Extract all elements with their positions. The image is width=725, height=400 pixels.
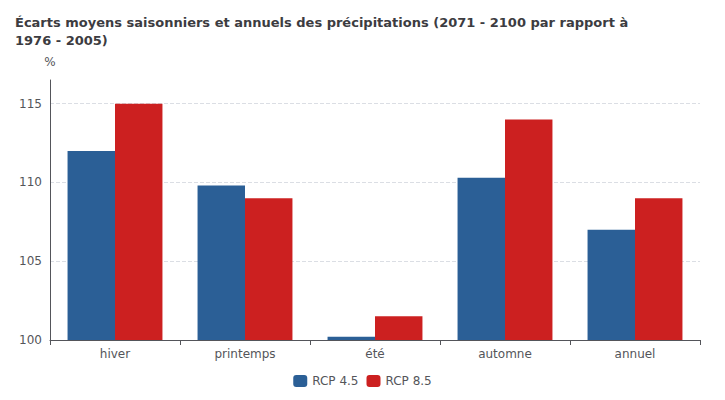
svg-text:115: 115 xyxy=(19,97,42,111)
svg-text:%: % xyxy=(44,55,55,69)
svg-text:été: été xyxy=(365,347,384,361)
svg-text:RCP 4.5: RCP 4.5 xyxy=(312,374,358,388)
svg-text:RCP 8.5: RCP 8.5 xyxy=(386,374,432,388)
svg-text:printemps: printemps xyxy=(214,347,275,361)
svg-text:hiver: hiver xyxy=(100,347,130,361)
svg-text:Écarts moyens saisonniers et a: Écarts moyens saisonniers et annuels des… xyxy=(15,15,628,30)
svg-text:100: 100 xyxy=(19,333,42,347)
svg-text:annuel: annuel xyxy=(615,347,656,361)
svg-text:automne: automne xyxy=(478,347,532,361)
svg-text:1976 - 2005): 1976 - 2005) xyxy=(15,33,108,48)
svg-text:110: 110 xyxy=(19,175,42,189)
svg-text:105: 105 xyxy=(19,254,42,268)
